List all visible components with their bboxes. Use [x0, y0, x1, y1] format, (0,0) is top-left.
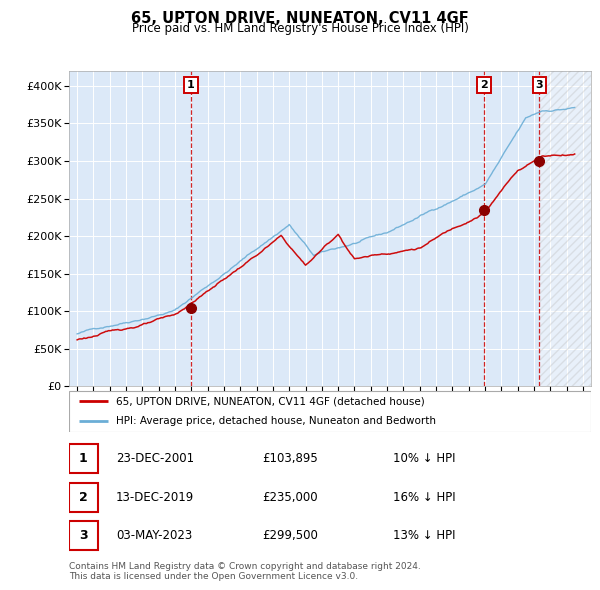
FancyBboxPatch shape	[69, 391, 591, 432]
Text: 65, UPTON DRIVE, NUNEATON, CV11 4GF (detached house): 65, UPTON DRIVE, NUNEATON, CV11 4GF (det…	[116, 396, 425, 407]
FancyBboxPatch shape	[69, 444, 98, 473]
Text: 03-MAY-2023: 03-MAY-2023	[116, 529, 192, 542]
Bar	[539, 71, 591, 386]
Text: £299,500: £299,500	[262, 529, 318, 542]
Text: 3: 3	[79, 529, 88, 542]
Text: £235,000: £235,000	[262, 490, 318, 504]
Text: 3: 3	[536, 80, 543, 90]
Text: Contains HM Land Registry data © Crown copyright and database right 2024.
This d: Contains HM Land Registry data © Crown c…	[69, 562, 421, 581]
Text: 16% ↓ HPI: 16% ↓ HPI	[392, 490, 455, 504]
Text: 13-DEC-2019: 13-DEC-2019	[116, 490, 194, 504]
FancyBboxPatch shape	[69, 522, 98, 550]
Text: 2: 2	[79, 490, 88, 504]
Text: £103,895: £103,895	[262, 452, 318, 465]
Text: 1: 1	[187, 80, 195, 90]
Text: 2: 2	[480, 80, 488, 90]
Text: Price paid vs. HM Land Registry's House Price Index (HPI): Price paid vs. HM Land Registry's House …	[131, 22, 469, 35]
Text: 10% ↓ HPI: 10% ↓ HPI	[392, 452, 455, 465]
Text: 65, UPTON DRIVE, NUNEATON, CV11 4GF: 65, UPTON DRIVE, NUNEATON, CV11 4GF	[131, 11, 469, 25]
Text: 23-DEC-2001: 23-DEC-2001	[116, 452, 194, 465]
FancyBboxPatch shape	[69, 483, 98, 512]
Text: HPI: Average price, detached house, Nuneaton and Bedworth: HPI: Average price, detached house, Nune…	[116, 416, 436, 426]
Text: 13% ↓ HPI: 13% ↓ HPI	[392, 529, 455, 542]
Text: 1: 1	[79, 452, 88, 465]
